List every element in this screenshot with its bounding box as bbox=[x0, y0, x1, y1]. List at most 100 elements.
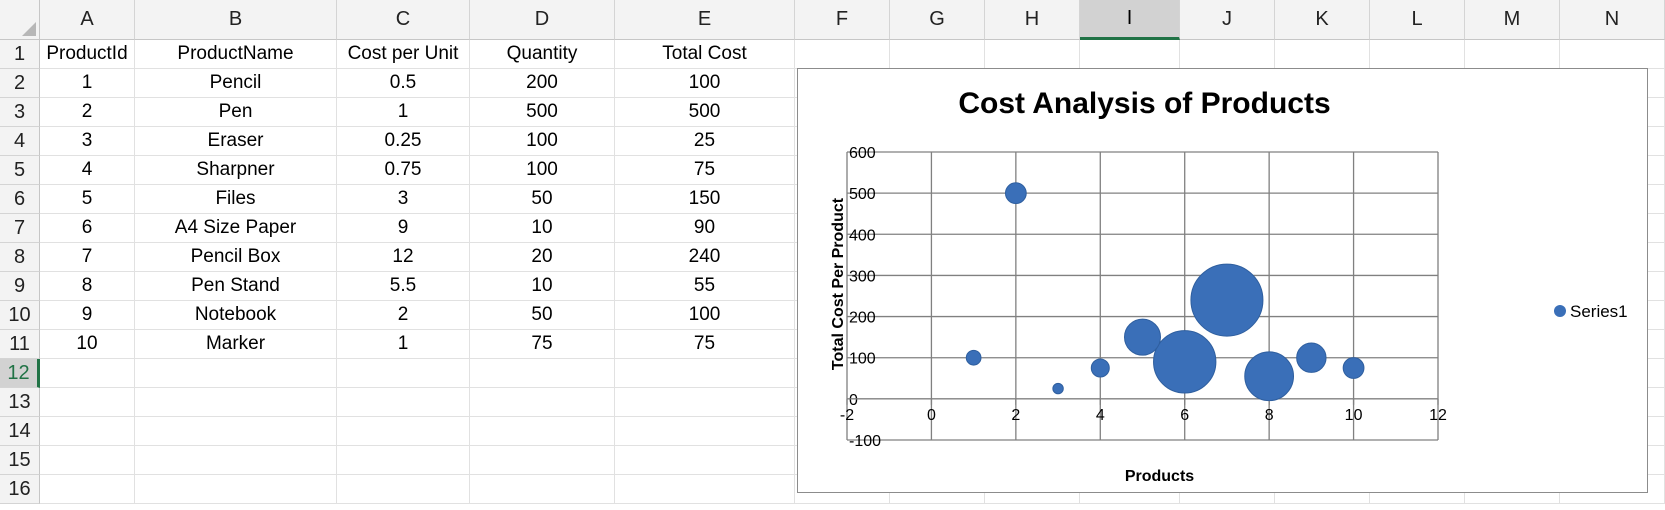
cell-j1[interactable] bbox=[1180, 40, 1275, 69]
cell-b14[interactable] bbox=[135, 417, 337, 446]
cell-c1[interactable]: Cost per Unit bbox=[337, 40, 470, 69]
cell-b2[interactable]: Pencil bbox=[135, 69, 337, 98]
cell-e10[interactable]: 100 bbox=[615, 301, 795, 330]
cell-c8[interactable]: 12 bbox=[337, 243, 470, 272]
cell-c13[interactable] bbox=[337, 388, 470, 417]
row-header-12[interactable]: 12 bbox=[0, 359, 40, 388]
cell-c4[interactable]: 0.25 bbox=[337, 127, 470, 156]
row-header-1[interactable]: 1 bbox=[0, 40, 40, 69]
cell-b5[interactable]: Sharpner bbox=[135, 156, 337, 185]
cell-d16[interactable] bbox=[470, 475, 615, 504]
cell-d12[interactable] bbox=[470, 359, 615, 388]
cell-d1[interactable]: Quantity bbox=[470, 40, 615, 69]
row-header-6[interactable]: 6 bbox=[0, 185, 40, 214]
cell-b4[interactable]: Eraser bbox=[135, 127, 337, 156]
cell-e6[interactable]: 150 bbox=[615, 185, 795, 214]
cell-a14[interactable] bbox=[40, 417, 135, 446]
cell-a7[interactable]: 6 bbox=[40, 214, 135, 243]
cell-b8[interactable]: Pencil Box bbox=[135, 243, 337, 272]
cell-e2[interactable]: 100 bbox=[615, 69, 795, 98]
cell-a8[interactable]: 7 bbox=[40, 243, 135, 272]
cell-b7[interactable]: A4 Size Paper bbox=[135, 214, 337, 243]
cell-i1[interactable] bbox=[1080, 40, 1180, 69]
cell-d7[interactable]: 10 bbox=[470, 214, 615, 243]
column-header-m[interactable]: M bbox=[1465, 0, 1560, 40]
cell-d6[interactable]: 50 bbox=[470, 185, 615, 214]
cell-e15[interactable] bbox=[615, 446, 795, 475]
cell-d11[interactable]: 75 bbox=[470, 330, 615, 359]
cell-e4[interactable]: 25 bbox=[615, 127, 795, 156]
cell-c12[interactable] bbox=[337, 359, 470, 388]
cell-g1[interactable] bbox=[890, 40, 985, 69]
row-header-2[interactable]: 2 bbox=[0, 69, 40, 98]
cell-a5[interactable]: 4 bbox=[40, 156, 135, 185]
column-header-c[interactable]: C bbox=[337, 0, 470, 40]
cell-d2[interactable]: 200 bbox=[470, 69, 615, 98]
cell-b3[interactable]: Pen bbox=[135, 98, 337, 127]
cell-n1[interactable] bbox=[1560, 40, 1665, 69]
cell-e9[interactable]: 55 bbox=[615, 272, 795, 301]
cell-a11[interactable]: 10 bbox=[40, 330, 135, 359]
row-header-9[interactable]: 9 bbox=[0, 272, 40, 301]
cell-b9[interactable]: Pen Stand bbox=[135, 272, 337, 301]
column-header-f[interactable]: F bbox=[795, 0, 890, 40]
cell-c14[interactable] bbox=[337, 417, 470, 446]
column-header-j[interactable]: J bbox=[1180, 0, 1275, 40]
cell-d8[interactable]: 20 bbox=[470, 243, 615, 272]
column-header-k[interactable]: K bbox=[1275, 0, 1370, 40]
column-header-g[interactable]: G bbox=[890, 0, 985, 40]
cell-c15[interactable] bbox=[337, 446, 470, 475]
row-header-16[interactable]: 16 bbox=[0, 475, 40, 504]
cell-d5[interactable]: 100 bbox=[470, 156, 615, 185]
cell-b11[interactable]: Marker bbox=[135, 330, 337, 359]
cell-e3[interactable]: 500 bbox=[615, 98, 795, 127]
cell-a6[interactable]: 5 bbox=[40, 185, 135, 214]
row-header-13[interactable]: 13 bbox=[0, 388, 40, 417]
cell-e14[interactable] bbox=[615, 417, 795, 446]
cell-a2[interactable]: 1 bbox=[40, 69, 135, 98]
cell-d13[interactable] bbox=[470, 388, 615, 417]
row-header-11[interactable]: 11 bbox=[0, 330, 40, 359]
row-header-7[interactable]: 7 bbox=[0, 214, 40, 243]
cell-d10[interactable]: 50 bbox=[470, 301, 615, 330]
cell-c16[interactable] bbox=[337, 475, 470, 504]
cell-f1[interactable] bbox=[795, 40, 890, 69]
cell-c3[interactable]: 1 bbox=[337, 98, 470, 127]
cell-a12[interactable] bbox=[40, 359, 135, 388]
cell-a13[interactable] bbox=[40, 388, 135, 417]
cell-a15[interactable] bbox=[40, 446, 135, 475]
row-header-10[interactable]: 10 bbox=[0, 301, 40, 330]
column-header-a[interactable]: A bbox=[40, 0, 135, 40]
cell-c2[interactable]: 0.5 bbox=[337, 69, 470, 98]
cell-d9[interactable]: 10 bbox=[470, 272, 615, 301]
cell-a1[interactable]: ProductId bbox=[40, 40, 135, 69]
cell-a16[interactable] bbox=[40, 475, 135, 504]
cell-d3[interactable]: 500 bbox=[470, 98, 615, 127]
column-header-l[interactable]: L bbox=[1370, 0, 1465, 40]
cell-d15[interactable] bbox=[470, 446, 615, 475]
cell-b16[interactable] bbox=[135, 475, 337, 504]
column-header-b[interactable]: B bbox=[135, 0, 337, 40]
cell-e5[interactable]: 75 bbox=[615, 156, 795, 185]
cell-b12[interactable] bbox=[135, 359, 337, 388]
row-header-14[interactable]: 14 bbox=[0, 417, 40, 446]
cell-d4[interactable]: 100 bbox=[470, 127, 615, 156]
cell-h1[interactable] bbox=[985, 40, 1080, 69]
cell-d14[interactable] bbox=[470, 417, 615, 446]
cell-c11[interactable]: 1 bbox=[337, 330, 470, 359]
cell-c6[interactable]: 3 bbox=[337, 185, 470, 214]
cell-e8[interactable]: 240 bbox=[615, 243, 795, 272]
cell-e16[interactable] bbox=[615, 475, 795, 504]
cell-e13[interactable] bbox=[615, 388, 795, 417]
row-header-3[interactable]: 3 bbox=[0, 98, 40, 127]
cell-e7[interactable]: 90 bbox=[615, 214, 795, 243]
cell-c5[interactable]: 0.75 bbox=[337, 156, 470, 185]
column-header-d[interactable]: D bbox=[470, 0, 615, 40]
cell-b13[interactable] bbox=[135, 388, 337, 417]
select-all-corner[interactable] bbox=[0, 0, 40, 40]
bubble-chart[interactable]: Cost Analysis of Products -100 0 100 200 300 4… bbox=[797, 68, 1648, 493]
cell-e1[interactable]: Total Cost bbox=[615, 40, 795, 69]
cell-b10[interactable]: Notebook bbox=[135, 301, 337, 330]
cell-a4[interactable]: 3 bbox=[40, 127, 135, 156]
row-header-15[interactable]: 15 bbox=[0, 446, 40, 475]
